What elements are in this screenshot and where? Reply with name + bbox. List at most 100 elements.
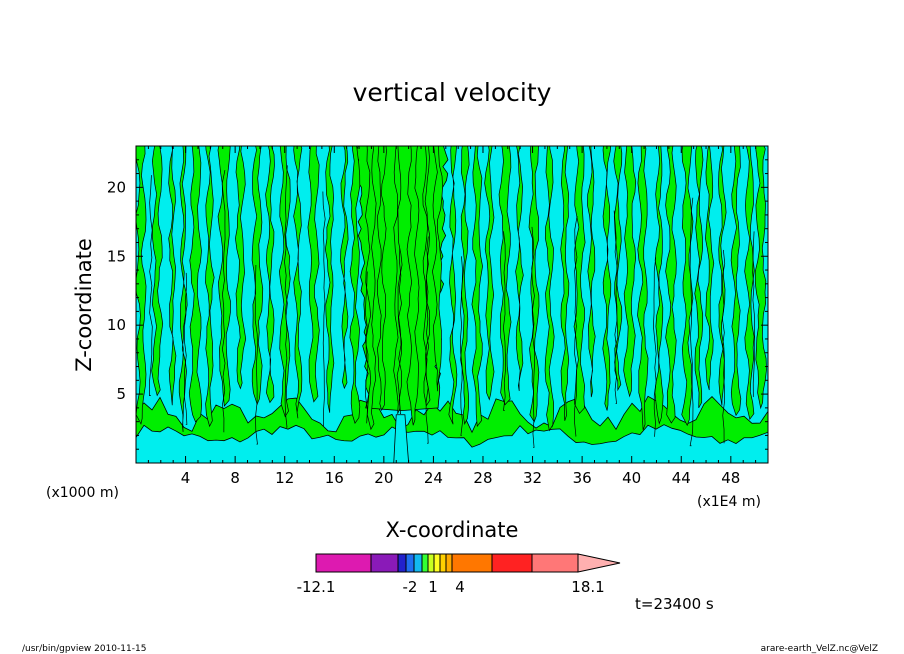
updraft-streak	[587, 146, 596, 398]
updraft-streak	[498, 146, 512, 406]
updraft-streak	[376, 146, 387, 412]
x-axis-label: X-coordinate	[386, 518, 519, 542]
updraft-streak	[151, 146, 164, 397]
colorbar-label: 4	[455, 578, 465, 596]
updraft-streak	[681, 146, 694, 427]
y-tick-label: 5	[116, 385, 126, 403]
colorbar-segment	[433, 553, 441, 573]
updraft-streak	[515, 146, 524, 392]
contour-line	[653, 257, 657, 437]
updraft-streak	[573, 146, 586, 415]
chart-title: vertical velocity	[353, 78, 552, 107]
colorbar-segment	[397, 553, 407, 573]
x-unit-left: (x1000 m)	[46, 485, 119, 501]
velocity-field	[136, 146, 768, 463]
colorbar-label: -12.1	[297, 578, 336, 596]
y-axis: 5 10 15 20	[107, 159, 768, 450]
y-tick-label: 10	[107, 316, 126, 334]
updraft-streak	[744, 146, 755, 421]
updraft-streak	[654, 146, 664, 425]
contour-line	[364, 271, 369, 424]
updraft-streak	[393, 146, 403, 414]
x-tick-label: 16	[325, 469, 344, 487]
updraft-streak	[432, 146, 443, 392]
contour-line	[425, 236, 429, 444]
updraft-streak	[178, 146, 188, 432]
time-label: t=23400 s	[635, 595, 714, 613]
colorbar-segment	[451, 553, 493, 573]
colorbar-segment	[439, 553, 447, 573]
colorbar-segment	[421, 553, 429, 573]
contour-line	[503, 231, 506, 411]
updraft-streak	[340, 146, 349, 390]
updraft-streak	[544, 146, 555, 432]
updraft-streak	[730, 146, 742, 417]
x-axis: 4 8 12 16 20 24 28 32 36 40 44 48	[147, 146, 757, 487]
updraft-streak	[460, 146, 470, 426]
colorbar-arrow	[577, 553, 621, 573]
updraft-streak	[205, 146, 215, 428]
x-tick-label: 28	[473, 469, 492, 487]
x-tick-label: 40	[622, 469, 641, 487]
x-tick-label: 20	[374, 469, 393, 487]
updraft-streak	[623, 146, 637, 398]
updraft-streak	[188, 146, 203, 423]
colorbar-segment	[413, 553, 423, 573]
updraft-streak	[278, 146, 291, 418]
contour-line	[221, 170, 226, 433]
contour-line	[460, 256, 463, 436]
colorbar-segment	[491, 553, 533, 573]
colorbar	[315, 553, 621, 573]
contour-line	[531, 226, 535, 448]
updraft-streak	[235, 146, 247, 390]
plot-area	[135, 145, 769, 464]
updraft-streak	[307, 146, 320, 403]
colorbar-label: -2	[403, 578, 418, 596]
colorbar-label: 18.1	[571, 578, 604, 596]
updraft-streak	[406, 146, 420, 426]
x-tick-label: 44	[672, 469, 691, 487]
footer-left: /usr/bin/gpview 2010-11-15	[22, 644, 146, 654]
colorbar-labels: -12.1 -2 1 4 18.1	[297, 578, 605, 596]
y-tick-label: 20	[107, 178, 126, 196]
contour-line	[574, 215, 578, 437]
colorbar-segment	[370, 553, 399, 573]
contour-line	[254, 264, 258, 445]
updraft-streak	[637, 146, 649, 431]
contour-line	[752, 231, 756, 398]
updraft-streak	[448, 146, 458, 425]
updraft-streak	[694, 146, 704, 409]
y-axis-label: Z-coordinate	[72, 238, 96, 372]
x-tick-label: 4	[181, 469, 191, 487]
updraft-streak	[471, 146, 483, 428]
updraft-streak	[136, 146, 147, 425]
updraft-streak	[168, 146, 177, 406]
colorbar-segment	[405, 553, 415, 573]
colorbar-segment	[427, 553, 435, 573]
updraft-streak	[293, 146, 303, 419]
updraft-streak	[754, 146, 767, 410]
downdraft-column	[393, 414, 410, 463]
updraft-streak	[665, 146, 677, 424]
footer-right: arare-earth_VelZ.nc@VelZ	[761, 644, 878, 654]
contour-line	[398, 248, 402, 415]
x-tick-label: 24	[424, 469, 443, 487]
updraft-streak	[324, 146, 335, 413]
x-tick-label: 32	[523, 469, 542, 487]
contour-line	[183, 272, 188, 425]
contour-line	[721, 249, 726, 444]
updraft-streak	[528, 146, 540, 423]
updraft-streak	[484, 146, 495, 401]
updraft-streak	[705, 146, 715, 391]
x-tick-label: 36	[573, 469, 592, 487]
updraft-streak	[349, 146, 361, 424]
colorbar-segment	[531, 553, 579, 573]
x-tick-label: 8	[230, 469, 240, 487]
updraft-streak	[602, 146, 612, 411]
contour-line	[689, 197, 694, 447]
contour-line	[149, 175, 153, 396]
updraft-streak	[265, 146, 275, 404]
y-tick-label: 15	[107, 247, 126, 265]
colorbar-label: 1	[428, 578, 438, 596]
